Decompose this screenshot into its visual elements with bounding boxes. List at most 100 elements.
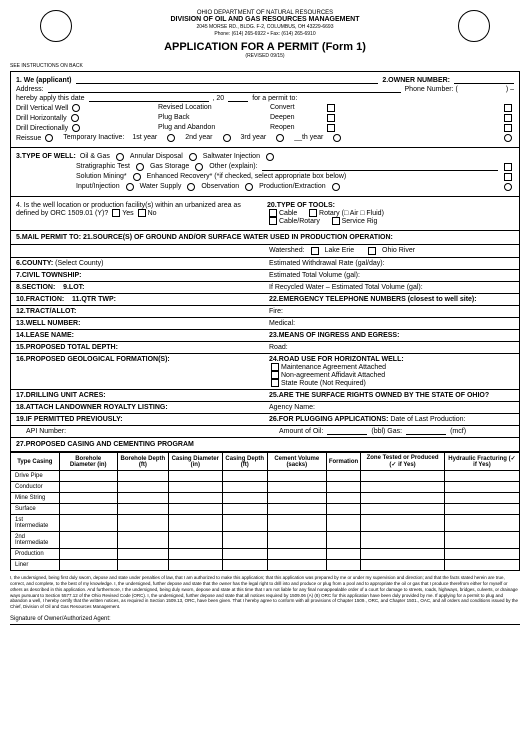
rb-oilgas[interactable]: [116, 153, 124, 161]
radio-drill-vertical[interactable]: [72, 104, 80, 112]
casing-cell[interactable]: [59, 532, 117, 549]
casing-cell[interactable]: [59, 560, 117, 571]
casing-cell[interactable]: [168, 482, 222, 493]
rb-annular[interactable]: [189, 153, 197, 161]
cb-r3c[interactable]: [327, 124, 335, 132]
casing-cell[interactable]: [444, 471, 519, 482]
casing-cell[interactable]: [222, 532, 267, 549]
casing-cell[interactable]: [168, 504, 222, 515]
casing-cell[interactable]: [168, 560, 222, 571]
casing-cell[interactable]: [444, 504, 519, 515]
radio-reissue[interactable]: [45, 134, 53, 142]
cb-no[interactable]: [138, 209, 146, 217]
input-year[interactable]: [228, 95, 248, 102]
casing-cell[interactable]: [267, 493, 326, 504]
casing-cell[interactable]: [168, 549, 222, 560]
cb-r1c[interactable]: [327, 104, 335, 112]
casing-cell[interactable]: [117, 493, 168, 504]
casing-cell[interactable]: [59, 549, 117, 560]
casing-cell[interactable]: [168, 493, 222, 504]
input-applicant[interactable]: [76, 77, 379, 84]
casing-cell[interactable]: [267, 515, 326, 532]
radio-3yr[interactable]: [276, 134, 284, 142]
radio-drill-horiz[interactable]: [71, 114, 79, 122]
cb-yes[interactable]: [112, 209, 120, 217]
casing-cell[interactable]: [117, 515, 168, 532]
casing-cell[interactable]: [267, 532, 326, 549]
casing-cell[interactable]: [222, 471, 267, 482]
casing-cell[interactable]: [168, 471, 222, 482]
casing-cell[interactable]: [267, 471, 326, 482]
casing-cell[interactable]: [326, 560, 360, 571]
casing-cell[interactable]: [59, 493, 117, 504]
casing-cell[interactable]: [326, 471, 360, 482]
casing-cell[interactable]: [117, 560, 168, 571]
radio-nyr[interactable]: [333, 134, 341, 142]
casing-cell[interactable]: [444, 560, 519, 571]
casing-cell[interactable]: [267, 482, 326, 493]
casing-cell[interactable]: [222, 493, 267, 504]
rb-saltwater[interactable]: [266, 153, 274, 161]
cb-enhanced[interactable]: [504, 173, 512, 181]
input-oil[interactable]: [327, 428, 367, 435]
casing-cell[interactable]: [326, 493, 360, 504]
cb-ohioriver[interactable]: [368, 247, 376, 255]
casing-cell[interactable]: [168, 515, 222, 532]
casing-cell[interactable]: [267, 549, 326, 560]
input-county[interactable]: (Select County): [55, 260, 103, 267]
casing-cell[interactable]: [59, 504, 117, 515]
cb-r3-right[interactable]: [504, 124, 512, 132]
radio-drill-dir[interactable]: [72, 124, 80, 132]
casing-cell[interactable]: [361, 560, 445, 571]
casing-cell[interactable]: [361, 482, 445, 493]
casing-cell[interactable]: [326, 532, 360, 549]
casing-cell[interactable]: [117, 549, 168, 560]
rb-production[interactable]: [332, 183, 340, 191]
casing-cell[interactable]: [444, 493, 519, 504]
casing-cell[interactable]: [326, 482, 360, 493]
casing-cell[interactable]: [267, 504, 326, 515]
input-other[interactable]: [262, 163, 498, 171]
casing-cell[interactable]: [361, 504, 445, 515]
casing-cell[interactable]: [444, 482, 519, 493]
casing-cell[interactable]: [444, 532, 519, 549]
input-gas[interactable]: [406, 428, 446, 435]
casing-cell[interactable]: [117, 482, 168, 493]
casing-cell[interactable]: [117, 471, 168, 482]
casing-cell[interactable]: [361, 532, 445, 549]
casing-cell[interactable]: [267, 560, 326, 571]
rb-strat[interactable]: [136, 163, 144, 171]
radio-r4-right[interactable]: [504, 134, 512, 142]
casing-cell[interactable]: [326, 549, 360, 560]
casing-cell[interactable]: [168, 532, 222, 549]
radio-2yr[interactable]: [223, 134, 231, 142]
input-date[interactable]: [89, 95, 209, 102]
casing-cell[interactable]: [222, 515, 267, 532]
cb-cablerotary[interactable]: [269, 217, 277, 225]
casing-cell[interactable]: [361, 549, 445, 560]
casing-cell[interactable]: [444, 549, 519, 560]
casing-cell[interactable]: [222, 549, 267, 560]
rb-input[interactable]: [126, 183, 134, 191]
cb-r2-right[interactable]: [504, 114, 512, 122]
casing-cell[interactable]: [222, 560, 267, 571]
casing-cell[interactable]: [361, 493, 445, 504]
rb-observation[interactable]: [245, 183, 253, 191]
signature-line[interactable]: Signature of Owner/Authorized Agent:: [10, 614, 520, 625]
casing-cell[interactable]: [326, 515, 360, 532]
casing-cell[interactable]: [59, 471, 117, 482]
cb-rotary[interactable]: [309, 209, 317, 217]
casing-cell[interactable]: [222, 504, 267, 515]
casing-cell[interactable]: [59, 515, 117, 532]
casing-cell[interactable]: [326, 504, 360, 515]
cb-servicerig[interactable]: [332, 217, 340, 225]
cb-lakeerie[interactable]: [311, 247, 319, 255]
casing-cell[interactable]: [117, 532, 168, 549]
cb-maint[interactable]: [271, 363, 279, 371]
cb-cable[interactable]: [269, 209, 277, 217]
casing-cell[interactable]: [59, 482, 117, 493]
casing-cell[interactable]: [444, 515, 519, 532]
casing-cell[interactable]: [222, 482, 267, 493]
cb-other[interactable]: [504, 163, 512, 171]
rb-solution[interactable]: [133, 173, 141, 181]
